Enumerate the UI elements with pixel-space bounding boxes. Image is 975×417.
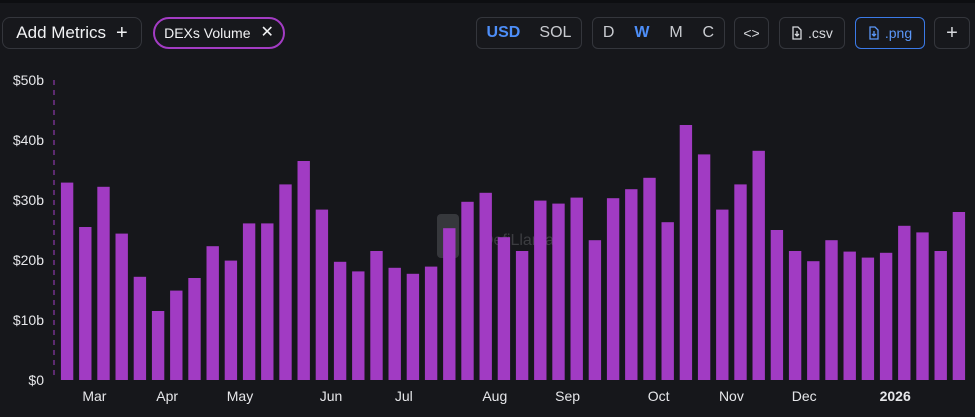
- volume-bar[interactable]: [242, 223, 256, 380]
- volume-bar[interactable]: [534, 200, 547, 380]
- x-tick-label: May: [227, 388, 253, 404]
- volume-bar[interactable]: [697, 154, 711, 380]
- y-tick-label: $10b: [13, 312, 44, 328]
- volume-bar[interactable]: [606, 198, 620, 380]
- volume-bar[interactable]: [261, 223, 274, 380]
- code-icon: <>: [743, 25, 760, 41]
- volume-bar[interactable]: [170, 290, 183, 380]
- volume-bar[interactable]: [898, 225, 911, 380]
- download-png-button[interactable]: .png: [855, 17, 925, 49]
- x-tick-label: Jun: [320, 388, 343, 404]
- currency-sol-option[interactable]: SOL: [539, 24, 572, 41]
- bar-series: [60, 125, 966, 380]
- volume-bar[interactable]: [879, 252, 893, 380]
- chart-toolbar: Add Metrics + DEXs Volume ✕ USD SOL D W …: [0, 14, 975, 54]
- volume-bar[interactable]: [661, 222, 674, 380]
- volume-bar[interactable]: [570, 197, 583, 380]
- volume-bar[interactable]: [115, 233, 128, 380]
- embed-code-button[interactable]: <>: [734, 17, 769, 49]
- volume-bar[interactable]: [388, 267, 401, 380]
- x-tick-label: Oct: [648, 388, 670, 404]
- granularity-monthly-option[interactable]: M: [669, 24, 683, 41]
- volume-bar[interactable]: [97, 186, 110, 380]
- volume-bar[interactable]: [807, 261, 820, 380]
- y-tick-label: $40b: [13, 132, 44, 148]
- volume-bar[interactable]: [643, 177, 656, 380]
- granularity-daily-option[interactable]: D: [602, 24, 615, 41]
- y-tick-label: $50b: [13, 72, 44, 88]
- volume-bar[interactable]: [188, 278, 201, 380]
- x-tick-label: Dec: [792, 388, 817, 404]
- volume-bar[interactable]: [934, 251, 947, 380]
- x-tick-label: Nov: [719, 388, 744, 404]
- volume-bar[interactable]: [952, 212, 966, 380]
- volume-bar[interactable]: [333, 261, 347, 380]
- volume-bar[interactable]: [60, 182, 74, 380]
- x-axis: Mar Apr May Jun Jul Aug Sep Oct Nov Dec 2026: [82, 388, 911, 404]
- x-tick-label: Mar: [82, 388, 106, 404]
- y-axis: $0 $10b $20b $30b $40b $50b: [13, 72, 44, 388]
- plus-icon: +: [116, 22, 128, 44]
- volume-bar[interactable]: [370, 251, 383, 380]
- download-file-icon: [792, 26, 802, 40]
- volume-bar[interactable]: [352, 271, 365, 380]
- volume-bar[interactable]: [843, 251, 856, 380]
- granularity-weekly-option[interactable]: W: [634, 24, 650, 41]
- volume-bar[interactable]: [679, 125, 693, 380]
- plus-icon: +: [946, 21, 958, 44]
- granularity-cumulative-option[interactable]: C: [702, 24, 715, 41]
- volume-bar[interactable]: [479, 192, 492, 380]
- volume-bar[interactable]: [788, 251, 802, 380]
- csv-label: .csv: [808, 25, 833, 41]
- volume-bar[interactable]: [916, 232, 929, 380]
- volume-bar[interactable]: [625, 189, 638, 380]
- currency-usd-option[interactable]: USD: [486, 24, 521, 41]
- metric-chip-label: DEXs Volume: [164, 25, 251, 41]
- x-tick-label: Apr: [156, 388, 178, 404]
- volume-bar[interactable]: [133, 276, 147, 380]
- volume-bar[interactable]: [716, 209, 729, 380]
- volume-bar[interactable]: [279, 184, 292, 380]
- download-csv-button[interactable]: .csv: [779, 17, 845, 49]
- png-label: .png: [884, 25, 913, 41]
- metric-chip-dexs-volume[interactable]: DEXs Volume ✕: [153, 17, 285, 49]
- volume-bar[interactable]: [206, 246, 219, 380]
- volume-bar[interactable]: [297, 161, 310, 380]
- volume-bar[interactable]: [770, 230, 784, 380]
- y-tick-label: $30b: [13, 192, 44, 208]
- granularity-toggle: D W M C: [592, 17, 725, 49]
- volume-bar[interactable]: [515, 251, 529, 380]
- y-tick-label: $20b: [13, 252, 44, 268]
- x-tick-label: Jul: [395, 388, 413, 404]
- volume-bar[interactable]: [224, 260, 238, 380]
- volume-bar[interactable]: [443, 228, 456, 380]
- download-image-icon: [869, 26, 879, 40]
- close-icon[interactable]: ✕: [260, 24, 274, 41]
- more-options-button[interactable]: +: [934, 17, 970, 49]
- volume-bar[interactable]: [825, 240, 838, 380]
- volume-bar[interactable]: [79, 227, 92, 380]
- volume-bar[interactable]: [315, 209, 329, 380]
- x-tick-label: 2026: [880, 388, 911, 404]
- volume-bar[interactable]: [588, 240, 602, 380]
- volume-bar[interactable]: [151, 311, 165, 380]
- volume-bar[interactable]: [497, 237, 511, 380]
- x-tick-label: Aug: [482, 388, 507, 404]
- volume-bar[interactable]: [552, 203, 565, 380]
- add-metrics-label: Add Metrics: [16, 23, 107, 42]
- volume-bar[interactable]: [861, 257, 875, 380]
- add-metrics-button[interactable]: Add Metrics +: [2, 17, 142, 49]
- volume-bar[interactable]: [406, 273, 420, 380]
- volume-bar[interactable]: [752, 150, 765, 380]
- volume-bar[interactable]: [734, 184, 747, 380]
- y-tick-label: $0: [28, 372, 44, 388]
- top-border: [0, 0, 975, 3]
- currency-toggle: USD SOL: [476, 17, 582, 49]
- volume-bar[interactable]: [424, 266, 438, 380]
- volume-bar[interactable]: [461, 201, 474, 380]
- x-tick-label: Sep: [555, 388, 580, 404]
